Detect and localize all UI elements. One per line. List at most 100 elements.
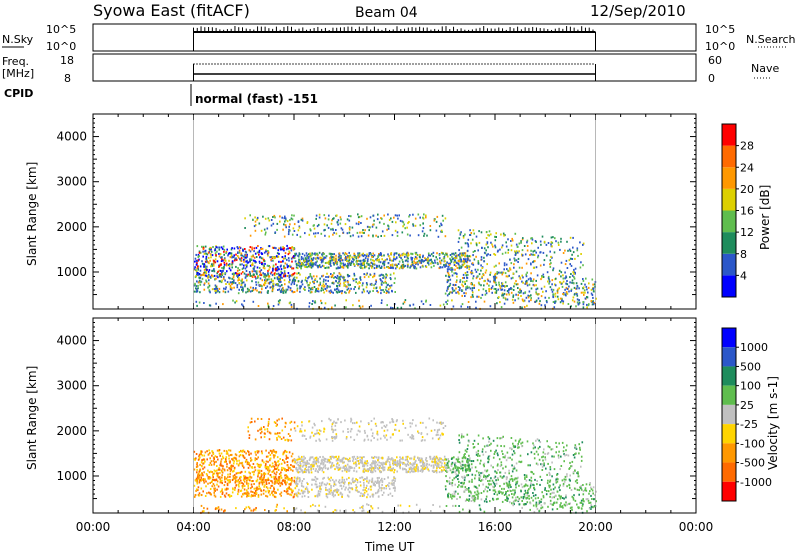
echo-cell [276,284,279,287]
echo-cell [391,266,393,269]
echo-cell [311,253,313,256]
echo-cell [363,260,365,263]
echo-cell [499,301,501,304]
echo-cell [446,268,449,271]
echo-cell [350,262,353,265]
echo-cell [371,266,373,269]
echo-cell [246,461,249,464]
echo-cell [270,281,272,284]
echo-cell [311,287,314,290]
echo-cell [543,259,546,262]
echo-cell [196,270,198,273]
echo-cell [220,460,222,463]
echo-cell [249,472,251,475]
echo-cell [401,461,404,464]
echo-cell [359,461,362,464]
echo-cell [342,262,345,265]
echo-cell [381,230,384,233]
echo-cell [303,469,306,472]
echo-cell [194,266,196,269]
echo-cell [458,466,460,469]
echo-cell [292,291,294,294]
echo-cell [216,465,218,467]
echo-cell [273,488,275,491]
echo-cell [504,281,507,284]
echo-cell [267,479,270,482]
echo-cell [318,493,321,495]
echo-cell [440,469,443,472]
echo-cell [270,479,272,482]
echo-cell [503,262,506,265]
echo-cell [517,294,519,297]
echo-cell [275,491,277,494]
echo-cell [486,242,489,245]
echo-cell [301,495,304,498]
echo-cell [439,266,441,269]
echo-cell [295,485,298,488]
echo-cell [271,452,273,455]
freq-label: Freq. [2,55,29,68]
echo-cell [217,472,220,475]
echo-cell [313,458,315,461]
echo-cell [306,258,308,261]
echo-cell [414,461,416,464]
echo-cell [404,264,407,267]
echo-cell [247,487,250,490]
echo-cell [314,462,317,465]
echo-cell [419,259,421,262]
echo-cell [347,262,349,265]
echo-cell [314,476,317,479]
echo-cell [342,252,344,255]
echo-cell [304,232,306,235]
echo-cell [220,246,223,249]
echo-cell [490,287,493,289]
echo-cell [196,480,198,483]
echo-cell [410,252,412,255]
echo-cell [265,287,267,289]
echo-cell [242,479,245,481]
echo-cell [426,462,428,465]
echo-cell [466,276,469,279]
echo-cell [422,260,425,263]
echo-cell [314,290,317,293]
echo-cell [437,462,439,465]
echo-cell [259,291,262,294]
echo-cell [306,281,308,284]
echo-cell [377,468,380,471]
echo-cell [207,270,210,273]
echo-cell [298,253,301,256]
echo-cell [405,468,407,471]
echo-cell [217,476,220,479]
echo-cell [337,277,340,280]
echo-cell [460,246,463,249]
echo-cell [203,288,206,291]
echo-cell [273,495,276,498]
echo-cell [237,493,239,496]
echo-cell [294,260,297,263]
echo-cell [256,458,258,461]
echo-cell [571,258,574,260]
echo-cell [297,220,300,223]
echo-cell [478,289,480,292]
echo-cell [414,462,416,465]
echo-cell [321,260,323,263]
echo-cell [462,273,465,276]
echo-cell [296,495,299,498]
echo-cell [375,287,377,290]
echo-cell [257,464,260,467]
echo-cell [238,269,241,271]
echo-cell [576,301,579,304]
echo-cell [334,456,336,459]
echo-cell [258,485,260,488]
echo-cell [332,485,335,487]
echo-cell [419,266,422,269]
echo-cell [582,301,584,304]
echo-cell [382,262,384,265]
echo-cell [394,214,397,217]
echo-cell [198,279,201,282]
echo-cell [455,257,458,260]
echo-cell [493,277,495,280]
echo-cell [216,250,218,253]
echo-cell [582,306,585,309]
echo-cell [207,275,209,278]
